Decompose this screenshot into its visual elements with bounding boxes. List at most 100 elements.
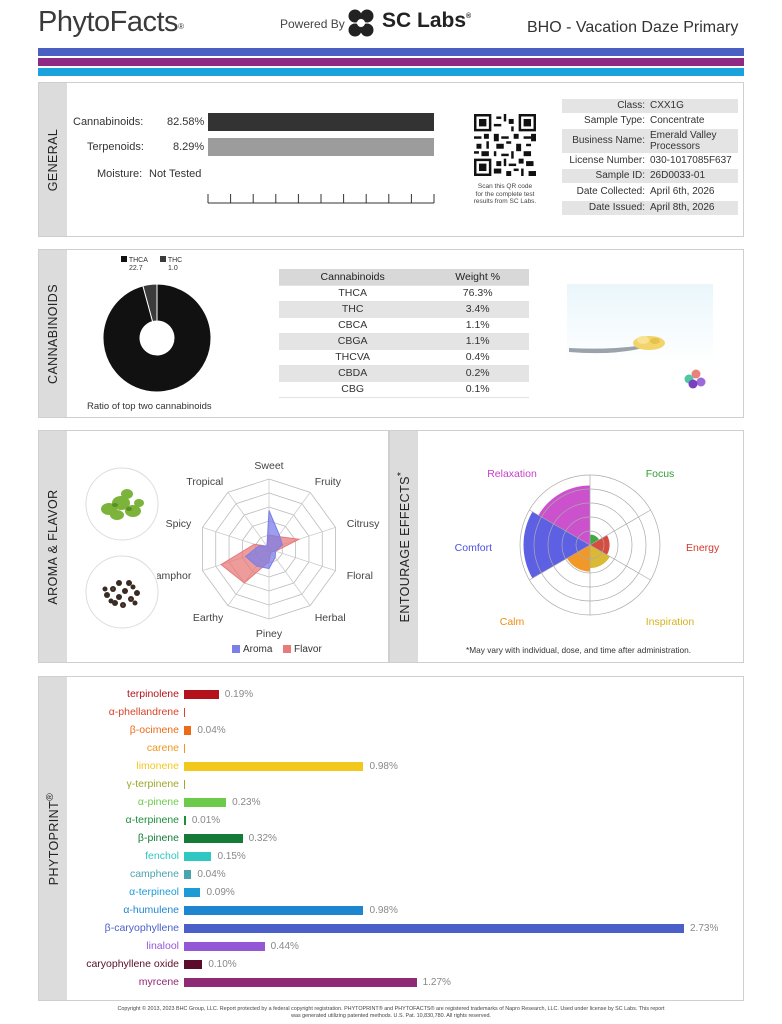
info-row-sample-id: Sample ID: 26D0033-01 bbox=[562, 169, 738, 183]
hops-image bbox=[85, 467, 159, 541]
terpene-bar bbox=[184, 744, 185, 753]
col-header-cannabinoids: Cannabinoids bbox=[279, 269, 427, 286]
terpene-name: camphene bbox=[129, 868, 179, 880]
footer-line-1: Copyright © 2013, 2023 BHC Group, LLC. R… bbox=[117, 1006, 665, 1012]
cannabinoids-value: 82.58% bbox=[167, 116, 205, 128]
effect-sector-comfort bbox=[523, 511, 590, 579]
cannabinoids-panel: CANNABINOIDS THCA 22.7 THC 1.0 Ratio of … bbox=[38, 249, 744, 418]
terpene-name: β-pinene bbox=[137, 832, 179, 844]
info-row-class: Class: CXX1G bbox=[562, 99, 738, 113]
effect-sector-energy bbox=[590, 535, 610, 555]
aroma-legend-label: Aroma bbox=[243, 644, 273, 655]
terpene-name: α-terpinene bbox=[125, 814, 179, 826]
effects-section-label: ENTOURAGE EFFECTS* bbox=[396, 471, 412, 622]
terpene-value: 1.27% bbox=[422, 977, 451, 988]
info-row-date-collected: Date Collected: April 6th, 2026 bbox=[562, 185, 738, 199]
terpene-name: α-phellandrene bbox=[108, 706, 179, 718]
info-key: Date Collected: bbox=[576, 186, 645, 197]
qr-code[interactable] bbox=[474, 114, 536, 176]
terpene-value: 0.19% bbox=[224, 689, 254, 700]
terpenoids-value: 8.29% bbox=[173, 141, 205, 153]
qr-caption-2: for the complete test bbox=[475, 190, 535, 198]
terpenoids-label: Terpenoids: bbox=[87, 141, 144, 153]
aroma-radar-chart: Sweet Fruity Citrusy Floral Herbal Piney Earth… bbox=[157, 460, 380, 640]
table-row: CBGA 1.1% bbox=[279, 333, 529, 350]
terpene-value: 0.09% bbox=[206, 887, 235, 898]
effect-label-energy: Energy bbox=[686, 542, 720, 554]
cannabinoid-donut-chart bbox=[102, 283, 212, 393]
terpene-name: α-terpineol bbox=[129, 886, 179, 898]
terpene-bar bbox=[184, 942, 265, 951]
terpene-value: 0.98% bbox=[369, 761, 398, 772]
cell-weight: 3.4% bbox=[426, 301, 529, 318]
legend-value: 22.7 bbox=[129, 265, 143, 272]
donut-legend-thc: THC 1.0 bbox=[160, 256, 182, 273]
info-value: 030-1017085F637 bbox=[650, 155, 732, 166]
effect-label-focus: Focus bbox=[646, 468, 675, 480]
legend-name: THC bbox=[167, 257, 183, 264]
info-row-date-issued: Date Issued: April 8th, 2026 bbox=[562, 201, 738, 215]
legend-swatch-thca bbox=[121, 256, 127, 262]
table-row: CBDA 0.2% bbox=[279, 365, 529, 382]
effects-label-mark: * bbox=[395, 471, 407, 476]
cell-name: THCA bbox=[279, 285, 427, 302]
legend-value: 1.0 bbox=[168, 265, 178, 272]
cannabinoid-table: Cannabinoids Weight % THCA 76.3% THC 3.4% … bbox=[279, 269, 529, 398]
terpene-value: 0.10% bbox=[208, 959, 237, 970]
cell-weight: 76.3% bbox=[426, 285, 529, 302]
cell-name: CBCA bbox=[279, 317, 427, 334]
cannabinoids-bar bbox=[208, 113, 434, 131]
terpene-bar bbox=[184, 960, 203, 969]
terpene-value: 0.44% bbox=[270, 941, 299, 952]
terpene-bar bbox=[184, 726, 192, 735]
qr-caption-1: Scan this QR code bbox=[477, 183, 533, 190]
table-row: THC 3.4% bbox=[279, 301, 529, 318]
sc-labs-colored-dots-icon bbox=[684, 369, 706, 389]
terpene-name: α-humulene bbox=[123, 904, 179, 916]
terpene-name: linalool bbox=[146, 940, 179, 952]
powered-by-text: Powered By bbox=[280, 17, 345, 31]
info-key: Business Name: bbox=[572, 135, 645, 146]
sample-photo bbox=[567, 284, 713, 364]
footer-copyright: Copyright © 2013, 2023 BHC Group, LLC. R… bbox=[40, 1006, 742, 1020]
terpene-value: 2.73% bbox=[690, 923, 719, 934]
terpene-bar-chart: terpinolene 0.19% α-phellandrene β-ocimene 0… bbox=[39, 677, 745, 1002]
info-key: Sample ID: bbox=[595, 170, 645, 181]
effect-sector-relaxation bbox=[538, 485, 590, 545]
report-title: BHO - Vacation Daze Primary bbox=[527, 19, 739, 36]
donut-caption: Ratio of top two cannabinoids bbox=[87, 401, 212, 412]
brand-logo: PhytoFacts® bbox=[38, 6, 184, 39]
effect-sector-focus bbox=[590, 534, 600, 545]
info-value: April 8th, 2026 bbox=[650, 202, 715, 213]
info-row-license: License Number: 030-1017085F637 bbox=[562, 154, 738, 168]
info-value: 26D0033-01 bbox=[650, 170, 706, 181]
table-row: CBG 0.1% bbox=[279, 381, 529, 398]
radar-spoke bbox=[268, 548, 336, 572]
flavor-legend-swatch bbox=[283, 645, 291, 653]
moisture-label: Moisture: bbox=[97, 168, 143, 180]
info-value: Concentrate bbox=[650, 115, 705, 126]
terpene-bar bbox=[184, 888, 201, 897]
legend-name: THCA bbox=[128, 257, 148, 264]
radar-axis-label-tropical: Tropical bbox=[186, 476, 223, 488]
terpene-name: α-pinene bbox=[137, 796, 179, 808]
aroma-flavor-panel: AROMA & FLAVOR Sweet Fruity Citrusy Floral H… bbox=[38, 430, 389, 663]
polar-spoke bbox=[529, 509, 591, 546]
moisture-value: Not Tested bbox=[149, 168, 202, 180]
effects-side-tab: ENTOURAGE EFFECTS* bbox=[390, 431, 418, 662]
terpene-bar bbox=[184, 816, 186, 825]
info-key: Class: bbox=[617, 100, 645, 111]
qr-caption-3: results from SC Labs. bbox=[473, 198, 537, 205]
effect-label-comfort: Comfort bbox=[455, 542, 492, 554]
info-value: Emerald Valley Processors bbox=[650, 130, 717, 152]
stripe-cyan bbox=[38, 68, 744, 76]
phytoprint-side-tab: PHYTOPRINT® bbox=[39, 677, 67, 1000]
cell-weight: 0.4% bbox=[426, 349, 529, 366]
phytoprint-panel: PHYTOPRINT® terpinolene 0.19% α-phellandre… bbox=[38, 676, 744, 1001]
info-value: April 6th, 2026 bbox=[650, 186, 715, 197]
terpene-bar bbox=[184, 708, 185, 717]
terpene-name: carene bbox=[146, 742, 179, 754]
radar-spoke bbox=[268, 548, 311, 606]
terpene-value: 0.32% bbox=[248, 833, 277, 844]
terpene-name: terpinolene bbox=[127, 688, 179, 700]
